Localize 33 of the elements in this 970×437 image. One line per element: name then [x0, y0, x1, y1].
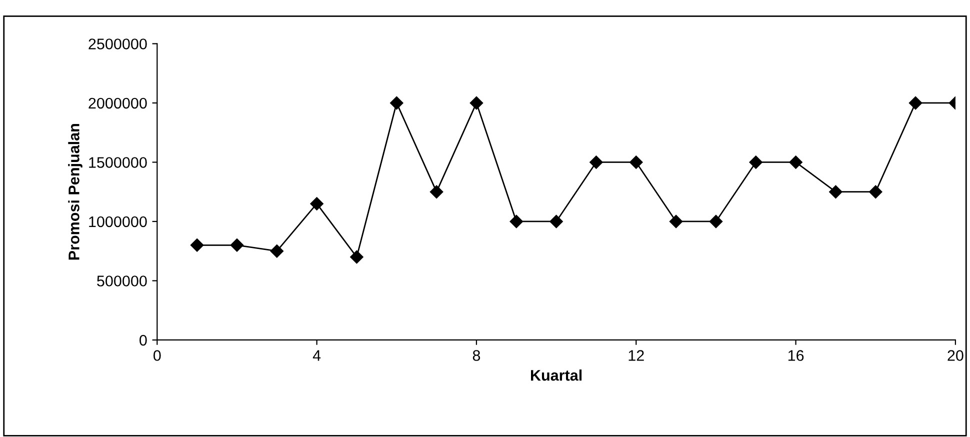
y-tick-label: 2500000 — [88, 38, 147, 50]
point — [749, 156, 762, 169]
y-tick-label: 0 — [140, 334, 147, 346]
point — [510, 214, 523, 228]
point — [350, 250, 364, 264]
point — [470, 96, 484, 110]
point — [908, 96, 922, 110]
x-tick-label: 20 — [948, 350, 964, 361]
point — [550, 214, 563, 228]
point — [390, 96, 404, 110]
point — [270, 244, 284, 258]
y-tick-label: 500000 — [97, 276, 147, 286]
y-axis-title: Promosi Penjualan — [68, 124, 82, 260]
x-tick-label: 8 — [472, 350, 480, 361]
point — [669, 214, 683, 228]
x-tick-label: 12 — [628, 350, 644, 361]
x-tick-label: 16 — [788, 350, 804, 361]
y-tick-label: 2000000 — [88, 98, 147, 109]
point — [590, 156, 603, 169]
point — [829, 185, 842, 198]
y-tick-label: 1500000 — [89, 157, 147, 168]
point — [430, 185, 444, 198]
x-tick-label: 4 — [312, 350, 321, 361]
x-axis-title: Kuartal — [531, 370, 582, 381]
point — [310, 197, 324, 210]
point — [789, 156, 802, 169]
point — [709, 214, 723, 228]
point — [630, 156, 643, 169]
x-tick-label: 0 — [153, 350, 161, 361]
point — [190, 238, 204, 252]
point — [869, 185, 882, 198]
point — [230, 238, 244, 252]
y-tick-label: 1000000 — [89, 216, 147, 228]
